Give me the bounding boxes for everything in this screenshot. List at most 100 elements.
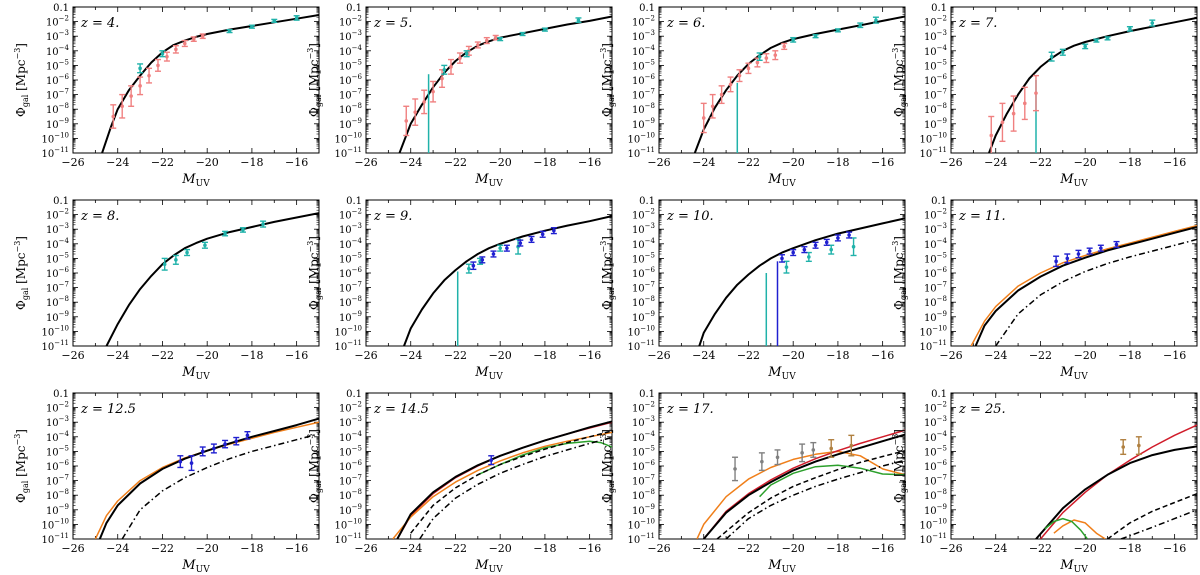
x-tick-label: −22: [737, 542, 760, 555]
model-curve-black-dashdot: [121, 433, 319, 539]
data-point-blue: [1075, 249, 1082, 259]
data-point-pink: [718, 85, 725, 105]
data-point-pink: [110, 104, 117, 129]
y-tick-label: 10−9: [632, 310, 655, 324]
data-point-cyan: [441, 64, 448, 75]
y-ticks: 10−1110−1010−910−810−710−610−510−410−310…: [627, 389, 905, 546]
y-tick-label: 10−7: [924, 474, 947, 488]
y-tick-label: 10−7: [632, 474, 655, 488]
data-point-pink: [763, 53, 770, 64]
y-ticks: 10−1110−1010−910−810−710−610−510−410−310…: [334, 389, 612, 546]
x-tick-label: −22: [737, 156, 760, 169]
y-ticks: 10−1110−1010−910−810−710−610−510−410−310…: [41, 389, 319, 546]
y-tick-label: 0.1: [639, 389, 655, 400]
model-curve-black-solid: [702, 433, 905, 539]
y-tick-label: 10−5: [46, 251, 69, 265]
x-tick-label: −22: [151, 349, 174, 362]
data-point-cyan: [575, 17, 582, 24]
data-point-gray: [774, 449, 781, 466]
model-curve-black-solid: [398, 15, 612, 153]
y-tick-label: 10−8: [924, 102, 947, 116]
x-axis-label: MUV: [767, 172, 796, 189]
model-curve-black-dashdot: [995, 238, 1197, 346]
data-point-cyan: [805, 251, 812, 263]
y-tick-label: 10−6: [339, 459, 363, 473]
y-tick-label: 10−8: [46, 488, 69, 502]
y-tick-label: 10−8: [339, 488, 362, 502]
data-point-pink: [430, 80, 437, 103]
data-point-brown: [1120, 439, 1127, 456]
data-point-pink: [772, 50, 779, 61]
y-tick-label: 10−6: [632, 459, 656, 473]
data-point-pink: [403, 105, 410, 137]
x-ticks: −26 −24 −22 −20 −18 −16: [61, 393, 320, 555]
data-point-pink: [128, 85, 135, 107]
panel-9: −26 −24 −22 −20 −18 −1610−1110−1010−910−810−7…: [13, 389, 320, 575]
data-point-cyan: [872, 16, 879, 24]
data-point-cyan: [857, 22, 864, 29]
y-tick-label: 10−9: [924, 117, 947, 131]
model-curves: [1035, 424, 1197, 539]
y-tick-label: 10−8: [339, 295, 362, 309]
y-tick-label: 10−9: [924, 310, 947, 324]
y-tick-label: 10−9: [339, 117, 362, 131]
y-tick-label: 10−3: [46, 29, 69, 43]
data-point-cyan: [239, 227, 246, 233]
y-tick-label: 10−7: [632, 88, 655, 102]
data-point-cyan: [222, 230, 229, 237]
model-curve-red-solid: [703, 429, 905, 539]
data-point-brown: [828, 439, 835, 458]
model-curves: [94, 417, 319, 539]
x-ticks: −26 −24 −22 −20 −18 −16: [354, 7, 613, 169]
y-tick-label: 10−7: [339, 474, 362, 488]
y-tick-label: 10−2: [632, 208, 655, 222]
x-tick-label: −24: [399, 156, 422, 169]
data-point-pink: [483, 36, 490, 45]
model-curve-black-solid: [101, 14, 319, 153]
y-tick-label: 10−11: [334, 339, 362, 353]
y-tick-label: 0.1: [53, 3, 69, 14]
model-curve-black-solid: [403, 215, 612, 346]
y-tick-label: 10−8: [46, 295, 69, 309]
y-tick-label: 10−2: [632, 15, 655, 29]
x-tick-label: −24: [399, 349, 422, 362]
data-point-pink: [988, 115, 995, 153]
data-point-blue: [1113, 240, 1120, 249]
redshift-label: z = 6.: [666, 16, 705, 31]
x-tick-label: −24: [399, 542, 422, 555]
x-axis-label: MUV: [474, 558, 503, 575]
data-point-blue: [233, 436, 240, 446]
y-tick-label: 10−11: [334, 532, 362, 546]
y-axis-label: Φgal [Mpc−3]: [599, 236, 616, 310]
y-tick-label: 10−3: [339, 415, 362, 429]
model-curves: [698, 217, 905, 346]
x-tick-label: −24: [692, 542, 715, 555]
x-ticks: −26 −24 −22 −20 −18 −16: [354, 200, 613, 362]
x-tick-label: −20: [1074, 542, 1097, 555]
y-tick-label: 10−10: [334, 131, 362, 145]
x-tick-label: −18: [533, 542, 556, 555]
model-curves: [988, 16, 1197, 153]
y-axis-label: Φgal [Mpc−3]: [599, 429, 616, 503]
redshift-label: z = 11.: [958, 209, 1006, 224]
model-curves: [696, 429, 905, 539]
data-point-cyan: [463, 50, 470, 58]
y-tick-label: 0.1: [931, 196, 947, 207]
x-ticks: −26 −24 −22 −20 −18 −16: [647, 393, 906, 555]
x-tick-label: −26: [61, 349, 84, 362]
y-axis-label: Φgal [Mpc−3]: [13, 43, 30, 117]
y-tick-label: 10−10: [627, 131, 655, 145]
x-tick-label: −22: [444, 156, 467, 169]
y-tick-label: 10−11: [919, 339, 947, 353]
x-tick-label: −16: [285, 156, 308, 169]
y-tick-label: 10−11: [41, 146, 69, 160]
y-tick-label: 10−5: [46, 444, 69, 458]
x-tick-label: −22: [444, 542, 467, 555]
x-tick-label: −16: [578, 156, 601, 169]
panel-5: −26 −24 −22 −20 −18 −1610−1110−1010−910−810−7…: [13, 196, 320, 382]
data-point-blue: [517, 239, 524, 247]
x-tick-label: −18: [1118, 349, 1141, 362]
y-axis-label: Φgal [Mpc−3]: [891, 236, 908, 310]
y-tick-label: 10−9: [339, 503, 362, 517]
x-ticks: −26 −24 −22 −20 −18 −16: [939, 393, 1198, 555]
